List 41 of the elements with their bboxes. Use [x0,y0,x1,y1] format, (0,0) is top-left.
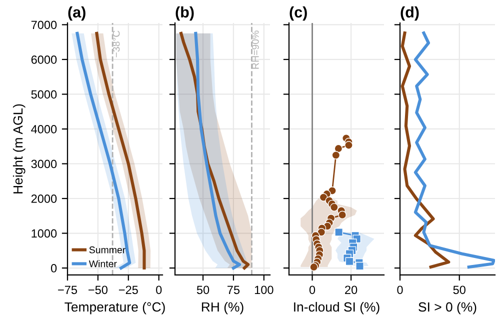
ref-line-label: RH=90% [252,30,259,69]
x-tick-label: 0 [397,286,403,294]
x-tick-label: 20 [345,286,358,294]
point [334,228,343,236]
x-tick-label: 0 [156,286,162,294]
chart-title: (d) [400,6,419,21]
y-tick-label: 1000 [32,229,57,238]
point [330,203,338,212]
y-tick-label: 0 [50,264,57,272]
point [356,262,364,270]
x-axis-title: Temperature (°C) [64,302,165,314]
y-tick-label: 5000 [31,90,57,99]
point [338,210,346,220]
point [332,150,340,160]
x-tick-label: 100 [254,286,274,294]
y-axis-title: Height (m AGL) [12,104,26,194]
x-tick-label: 50 [453,286,466,294]
x-axis-title: RH (%) [202,302,244,314]
x-tick-label: 50 [196,286,210,294]
x-tick-label: 75 [228,286,240,294]
y-tick-label: 2000 [31,194,57,203]
point [334,144,343,153]
point [345,257,354,266]
chart-title: (b) [176,6,194,21]
x-tick-label: −75 [58,286,78,294]
point [344,141,353,150]
legend-label: Summer [89,246,126,254]
legend-label: Winter [88,260,117,268]
x-tick-label: −50 [88,286,108,294]
ref-line-label: −38°C [112,30,120,58]
y-tick-label: 4000 [31,125,57,134]
x-axis-title: In-cloud SI (%) [294,302,380,314]
chart-title: (a) [68,6,86,21]
x-tick-label: 0 [309,286,316,294]
x-axis-title: SI > 0 (%) [418,302,476,314]
y-tick-label: 3000 [31,160,57,168]
y-tick-label: 7000 [31,20,57,30]
point [317,228,326,236]
x-tick-label: −25 [118,286,138,294]
chart-title: (c) [290,6,307,21]
y-tick-label: 6000 [31,56,57,64]
